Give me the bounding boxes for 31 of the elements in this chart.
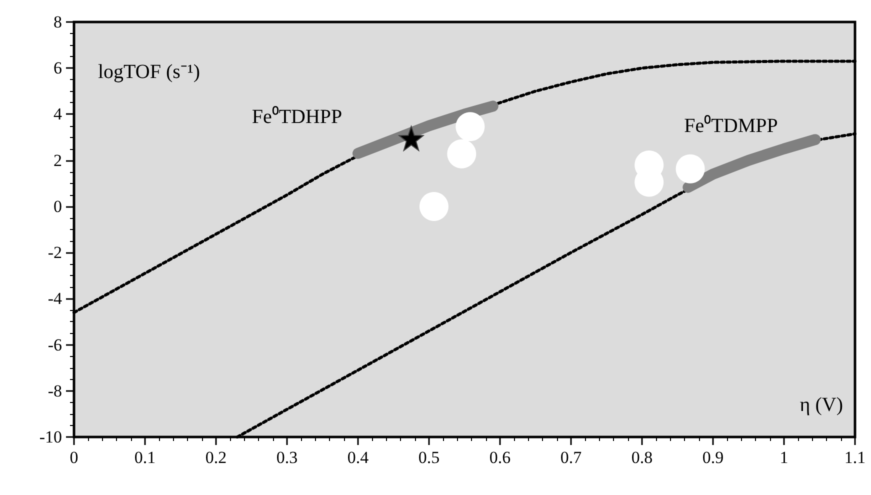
x-tick-label: 0.4	[347, 448, 370, 467]
x-tick-label: 1	[780, 448, 788, 467]
x-tick-label: 0.2	[205, 448, 227, 467]
x-tick-label: 0.5	[418, 448, 440, 467]
annotation: Fe⁰TDMPP	[684, 114, 778, 137]
point	[398, 126, 424, 151]
x-tick-label: 0	[70, 448, 78, 467]
annotation: Fe⁰TDHPP	[252, 105, 342, 128]
x-tick-label: 0.6	[489, 448, 511, 467]
y-tick-label: -8	[48, 381, 62, 400]
point	[676, 154, 705, 184]
point	[420, 192, 448, 221]
x-tick-label: 0.3	[276, 448, 298, 467]
y-tick-label: -10	[39, 428, 62, 446]
x-axis-title: η (V)	[800, 394, 844, 416]
y-tick-label: -2	[48, 243, 62, 262]
x-tick-label: 0.7	[560, 448, 582, 467]
x-tick-label: 0.9	[702, 448, 724, 467]
y-tick-label: 4	[54, 104, 62, 124]
point	[456, 112, 485, 142]
point	[447, 139, 476, 168]
y-axis-title: logTOF (s⁻¹)	[98, 61, 200, 83]
y-tick-label: 2	[54, 150, 62, 170]
y-tick-label: 0	[54, 196, 62, 216]
y-tick-label: -4	[48, 289, 62, 308]
x-tick-label: 0.1	[134, 448, 156, 467]
y-tick-label: -6	[48, 335, 62, 354]
x-tick-label: 0.8	[631, 448, 653, 467]
y-tick-label: 8	[54, 12, 62, 32]
y-tick-label: 6	[54, 58, 62, 78]
x-tick-label: 1.1	[844, 448, 866, 467]
